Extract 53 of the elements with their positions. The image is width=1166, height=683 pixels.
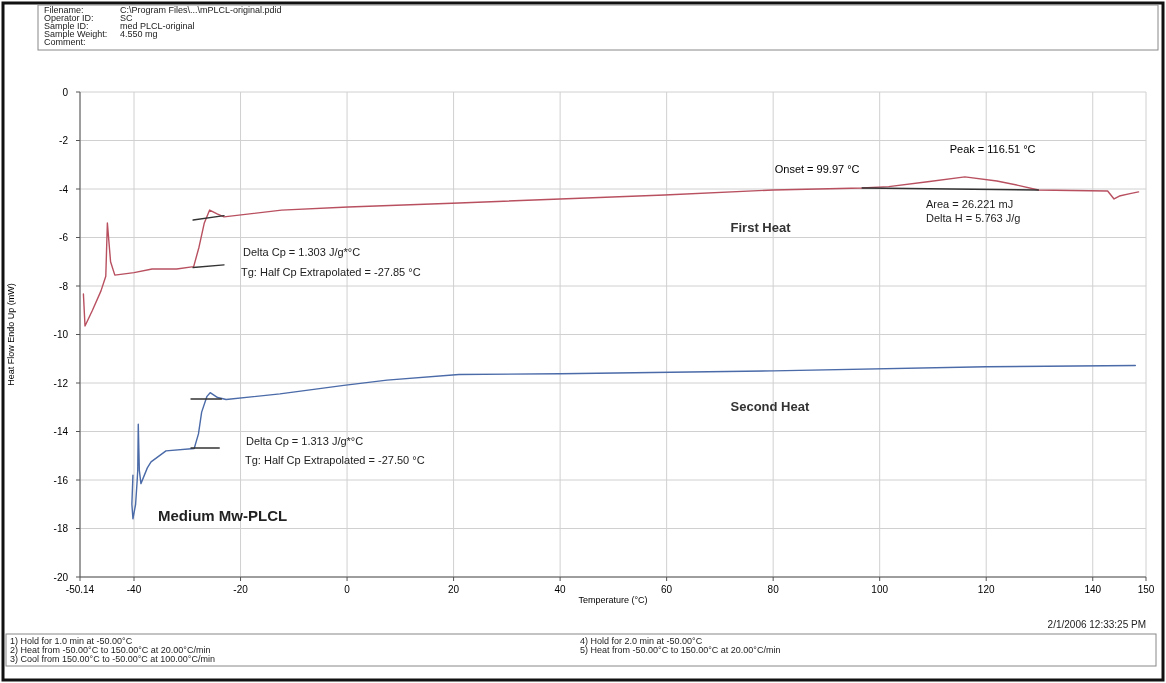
y-tick-label: -12 xyxy=(53,377,69,389)
text: Second Heat xyxy=(730,399,810,415)
text: 2/1/2006 12:33:25 PM xyxy=(1047,619,1146,630)
text: Operator ID: xyxy=(44,13,94,23)
annotation: Tg: Half Cp Extrapolated = -27.85 °C xyxy=(241,266,421,278)
x-tick-label: 150 xyxy=(1137,584,1155,595)
y-tick-label: -4 xyxy=(59,183,69,195)
x-tick-label: 100 xyxy=(871,584,889,595)
y-tick-label: -2 xyxy=(59,135,69,146)
text: First Heat xyxy=(730,219,792,235)
text: 5) Heat from -50.00°C to 150.00°C at 20.00°C/min xyxy=(580,645,781,655)
x-tick-label: 60 xyxy=(661,584,673,595)
text: 3) Cool from 150.00°C to -50.00°C at 100.00°C/min xyxy=(10,654,215,664)
text: Sample Weight: xyxy=(44,29,108,39)
annotation: Delta Cp = 1.313 J/g*°C xyxy=(246,435,364,447)
annotation: Medium Mw-PLCL xyxy=(158,507,288,524)
annotation: Peak = 116.51 °C xyxy=(949,142,1036,155)
text: Filename: xyxy=(44,5,84,15)
text: 4.550 mg xyxy=(120,29,158,39)
x-tick-label: -40 xyxy=(126,584,142,595)
y-tick-label: -18 xyxy=(53,523,69,534)
y-tick-label: 0 xyxy=(62,86,69,98)
x-tick-label: 80 xyxy=(767,584,780,595)
y-tick-label: -16 xyxy=(53,474,69,486)
annotation: Delta H = 5.763 J/g xyxy=(926,212,1021,224)
y-tick-label: -10 xyxy=(53,329,69,340)
text: Sample ID: xyxy=(44,21,89,31)
text: 2) Heat from -50.00°C to 150.00°C at 20.00°C/min xyxy=(10,645,211,655)
y-tick-label: -20 xyxy=(53,571,69,583)
x-tick-label: 40 xyxy=(554,584,567,595)
y-tick-label: -14 xyxy=(53,426,69,437)
annotation: Onset = 99.97 °C xyxy=(774,162,860,175)
text: SC xyxy=(120,13,133,23)
text: 4) Hold for 2.0 min at -50.00°C xyxy=(580,636,703,646)
x-tick-label: -50.14 xyxy=(65,584,95,595)
line-series xyxy=(82,176,1140,327)
y-axis-title: Heat Flow Endo Up (mW) xyxy=(6,283,16,386)
line-series xyxy=(131,364,1137,520)
text: C:\Program Files\...\mPLCL-original.pdid xyxy=(120,5,282,15)
y-tick-label: -6 xyxy=(59,232,69,243)
x-tick-label: -20 xyxy=(233,584,249,595)
x-tick-label: 120 xyxy=(977,584,995,595)
text: 1) Hold for 1.0 min at -50.00°C xyxy=(10,636,133,646)
y-tick-label: -8 xyxy=(59,280,69,292)
x-tick-label: 20 xyxy=(448,584,460,595)
x-axis-title: Temperature (°C) xyxy=(578,595,648,605)
text: Comment: xyxy=(44,37,86,47)
annotation: Tg: Half Cp Extrapolated = -27.50 °C xyxy=(245,454,425,466)
x-tick-label: 140 xyxy=(1084,584,1102,595)
x-tick-label: 0 xyxy=(344,584,351,595)
annotation: Area = 26.221 mJ xyxy=(926,198,1014,210)
annotation: Delta Cp = 1.303 J/g*°C xyxy=(243,246,361,258)
text: med PLCL-original xyxy=(120,21,195,31)
